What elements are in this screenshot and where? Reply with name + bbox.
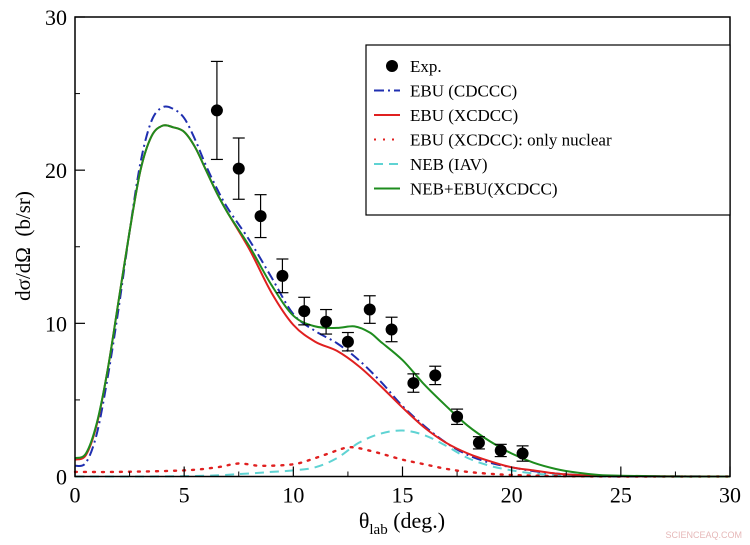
- x-tick-label: 0: [70, 483, 81, 508]
- data-marker: [341, 335, 354, 348]
- legend-item: NEB (IAV): [374, 155, 488, 174]
- x-tick-label: 20: [501, 483, 523, 508]
- data-marker: [276, 269, 289, 282]
- series-line-5: [74, 124, 731, 478]
- data-marker: [363, 303, 376, 316]
- exp-data-point: [210, 60, 223, 161]
- data-marker: [472, 436, 485, 449]
- legend-box: [365, 44, 731, 216]
- x-axis-label-rest: (deg.): [388, 508, 445, 533]
- exp-data-point: [320, 308, 333, 335]
- watermark: SCIENCEAQ.COM: [665, 530, 742, 540]
- exp-data-point: [451, 408, 464, 426]
- legend: Exp. EBU (CDCCC) EBU (XCDCC) EBU (XCDCC): o…: [365, 44, 731, 216]
- legend-label: Exp.: [410, 57, 442, 76]
- data-marker: [407, 377, 420, 390]
- y-tick-label: 20: [45, 158, 67, 183]
- x-tick-label: 5: [179, 483, 190, 508]
- x-tick-label: 10: [282, 483, 304, 508]
- data-marker: [429, 369, 442, 382]
- x-tick-label: 30: [719, 483, 741, 508]
- exp-data-point: [472, 436, 485, 450]
- x-axis-label: θlab (deg.): [359, 508, 445, 538]
- x-tick-label: 25: [610, 483, 632, 508]
- y-tick-label: 30: [45, 5, 67, 30]
- x-axis-label-sub: lab: [369, 522, 387, 538]
- exp-data-point: [298, 296, 311, 326]
- data-marker: [298, 305, 311, 318]
- series-line-1: [74, 105, 731, 478]
- exp-data-point: [407, 373, 420, 393]
- exp-data-point: [232, 137, 245, 200]
- y-tick-label: 0: [56, 465, 67, 490]
- legend-item: EBU (CDCCC): [374, 82, 517, 101]
- data-marker: [516, 447, 529, 460]
- exp-data-point: [516, 445, 529, 462]
- legend-item: EBU (XCDCC): only nuclear: [374, 131, 612, 150]
- legend-item: EBU (XCDCC): [374, 106, 518, 125]
- exp-data-point: [363, 295, 376, 324]
- legend-item: NEB+EBU(XCDCC): [374, 180, 557, 199]
- exp-data-point: [341, 331, 354, 352]
- axis-ticks: 0 5 10 15 20 25 30 0 10 20 30: [45, 5, 741, 508]
- legend-item: Exp.: [386, 57, 442, 76]
- data-marker: [254, 210, 267, 223]
- y-axis-label: dσ/dΩ (b/sr): [11, 191, 35, 301]
- data-marker: [210, 104, 223, 117]
- legend-label: EBU (CDCCC): [410, 82, 517, 101]
- x-axis-label-main: θ: [359, 508, 370, 533]
- legend-marker: [386, 60, 398, 72]
- x-tick-label: 15: [392, 483, 414, 508]
- legend-label: NEB (IAV): [410, 155, 488, 174]
- legend-label: NEB+EBU(XCDCC): [410, 180, 557, 199]
- exp-data-point: [276, 258, 289, 294]
- data-marker: [385, 323, 398, 336]
- exp-data-point: [254, 194, 267, 239]
- legend-label: EBU (XCDCC): [410, 106, 518, 125]
- exp-data-point: [429, 365, 442, 386]
- exp-data-point: [385, 316, 398, 343]
- data-marker: [232, 162, 245, 175]
- data-marker: [494, 444, 507, 457]
- legend-label: EBU (XCDCC): only nuclear: [410, 131, 612, 150]
- data-marker: [451, 410, 464, 423]
- y-tick-label: 10: [45, 311, 67, 336]
- exp-data-point: [494, 443, 507, 458]
- data-marker: [320, 315, 333, 328]
